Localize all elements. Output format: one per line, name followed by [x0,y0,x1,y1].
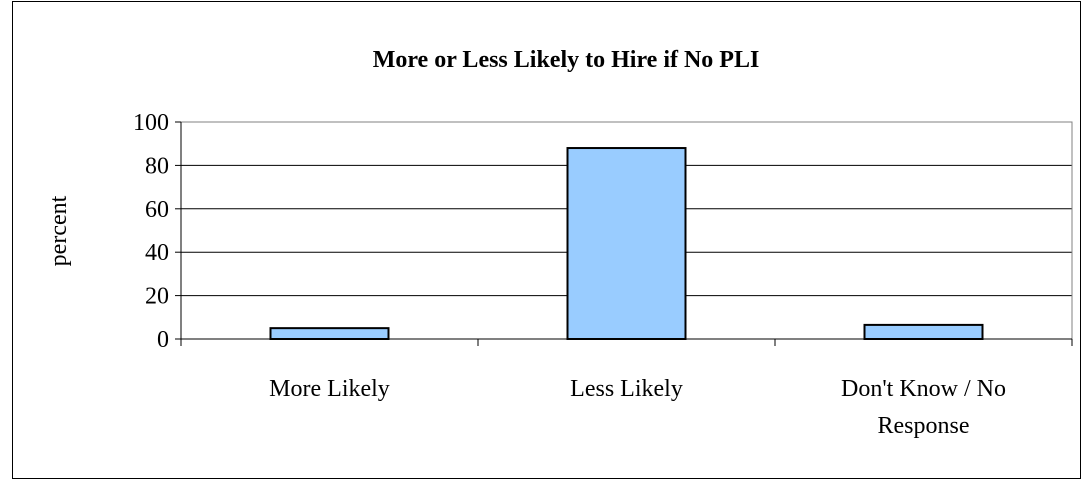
bars [269,147,984,340]
y-tick-label-1: 20 [145,284,169,310]
x-tick-label-2-0: Don't Know / No [841,376,1006,402]
axes [175,121,1073,346]
y-tick-label-5: 100 [133,110,169,136]
y-tick-label-0: 0 [157,327,169,353]
y-tick-label-3: 60 [145,197,169,223]
x-tick-label-0-0: More Likely [269,376,390,402]
bar-1 [566,147,687,340]
y-tick-labels: 0 20 40 60 80 100 [133,110,169,353]
y-axis-label: percent [46,195,72,266]
y-tick-label-2: 40 [145,240,169,266]
bar-2 [863,323,984,340]
chart-title: More or Less Likely to Hire if No PLI [373,47,760,73]
chart-frame [12,1,1081,479]
x-tick-label-1-0: Less Likely [570,376,683,402]
x-tick-label-2-1: Response [878,413,970,439]
bar-0 [269,327,390,340]
y-tick-label-4: 80 [145,153,169,179]
x-tick-labels: More Likely Less Likely Don't Know / No Res… [269,376,1006,439]
